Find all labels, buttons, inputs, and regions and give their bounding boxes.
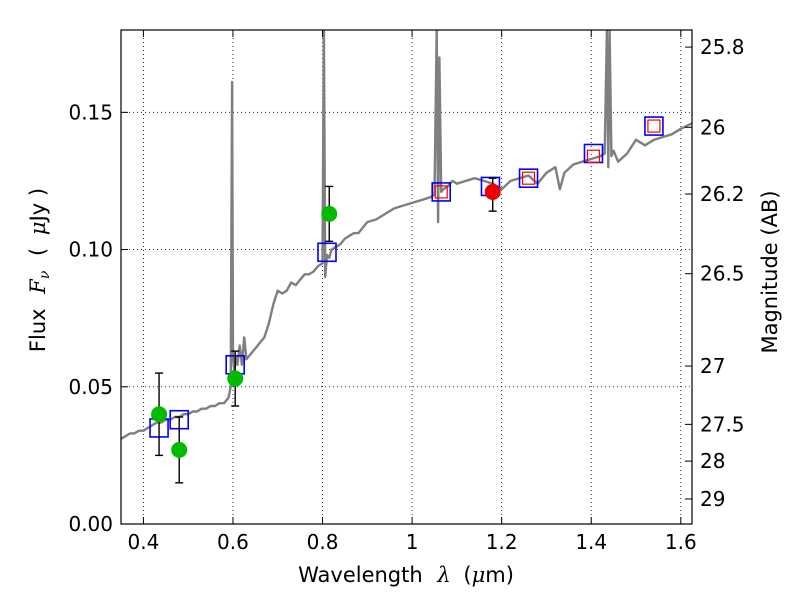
axis-ticks: 0.4 0.6 0.8 1 1.2 1.4 1.6 0.00 0.05 0.10 0.15 25.8 2…	[68, 30, 745, 554]
x-axis-label: Wavelength λ (μm)	[298, 563, 514, 587]
y2-tick-label: 26.2	[700, 182, 745, 206]
x-tick-label: 1.2	[486, 530, 518, 554]
plot-area	[121, 30, 692, 484]
y-axis-label-unit-open: (	[26, 248, 50, 256]
detection-point-green	[151, 406, 168, 423]
y-axis-label-unit-mu: μ	[26, 221, 50, 235]
x-tick-label: 1.4	[575, 530, 607, 554]
x-tick-label: 0.6	[217, 530, 249, 554]
y2-tick-label: 26	[700, 115, 725, 139]
y-axis-label: Flux Fν ( μJy )	[26, 188, 54, 352]
detection-point-red	[484, 183, 501, 200]
plot-frame	[120, 29, 693, 525]
x-tick-label: 1.6	[665, 530, 697, 554]
y-tick-label: 0.15	[68, 100, 113, 124]
y-axis-label-symbol: F	[26, 278, 50, 295]
model-photometry-box	[644, 116, 664, 136]
y-tick-label: 0.10	[68, 238, 113, 262]
y2-tick-label: 26.5	[700, 262, 745, 286]
y2-tick-label: 27.5	[700, 412, 745, 436]
x-axis-label-text: Wavelength	[298, 563, 423, 587]
y-axis-label-text: Flux	[26, 308, 50, 352]
model-photometry-box	[431, 182, 452, 202]
x-axis-label-unit-mu: μ	[472, 563, 486, 587]
observed-photometry-box	[586, 149, 601, 163]
y-axis-label-sub: ν	[37, 270, 53, 279]
model-spectrum-line	[121, 30, 692, 440]
model-photometry-box	[317, 242, 337, 263]
y-axis-label-unit-rest: Jy )	[26, 188, 50, 224]
y-tick-label: 0.00	[68, 512, 113, 536]
observed-photometry-box	[521, 171, 536, 185]
y2-tick-label: 28	[700, 449, 725, 473]
x-axis-label-unit-rest: m)	[485, 563, 514, 587]
detection-point-green	[171, 441, 188, 458]
x-axis-label-unit-open: (	[463, 563, 471, 587]
y2-tick-label: 29	[700, 487, 725, 511]
detection-point-green	[321, 205, 338, 222]
y-tick-label: 0.05	[68, 375, 113, 399]
x-tick-label: 0.4	[127, 530, 159, 554]
x-axis-label-symbol: λ	[436, 563, 450, 587]
x-tick-label: 0.8	[307, 530, 339, 554]
y2-tick-label: 27	[700, 354, 725, 378]
detection-point-green	[227, 370, 244, 387]
model-photometry-box	[518, 168, 539, 188]
x-tick-label: 1	[406, 530, 419, 554]
observed-photometry-box	[647, 119, 661, 133]
y2-axis-label: Magnitude (AB)	[758, 190, 782, 353]
y2-tick-label: 25.8	[700, 35, 745, 59]
observed-photometry-box	[434, 185, 448, 199]
